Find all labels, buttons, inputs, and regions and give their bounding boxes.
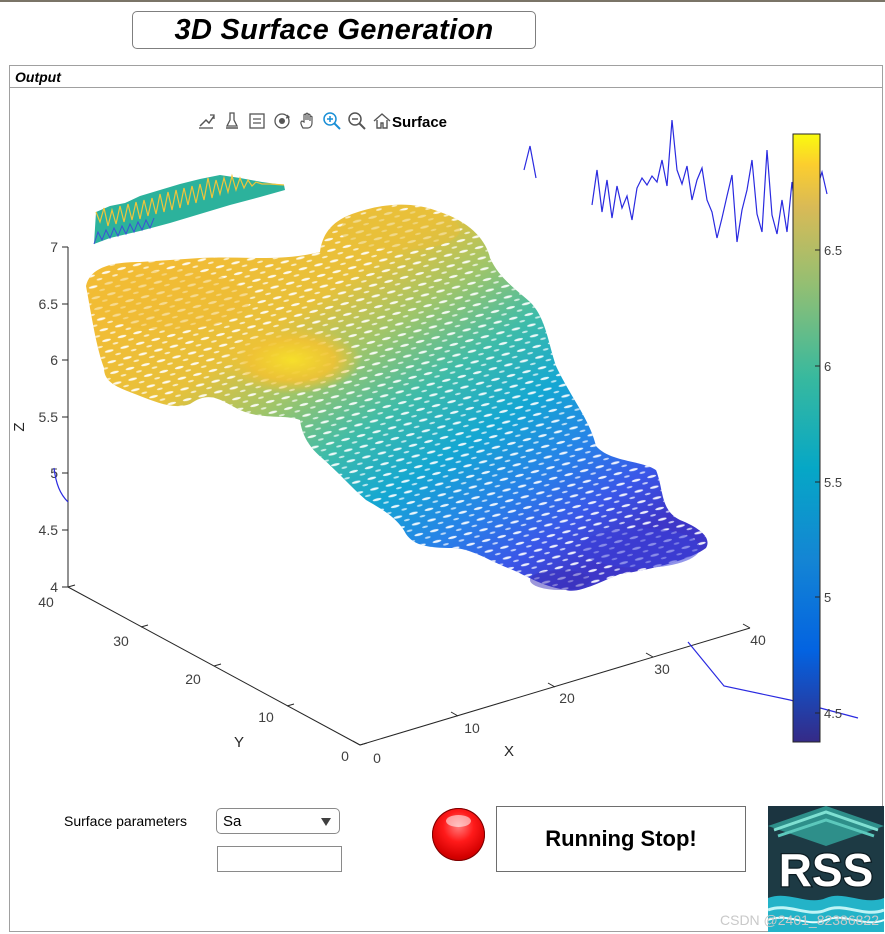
axes-toolbar	[196, 108, 393, 134]
colorbar-tick-label: 6	[824, 359, 831, 374]
y-tick-label: 0	[341, 748, 349, 764]
zoom-in-icon[interactable]	[321, 110, 343, 132]
z-axis-label: Z	[11, 422, 28, 431]
trace-line-left	[53, 467, 69, 503]
trace-line-bottom	[687, 641, 859, 719]
surface-parameters-label: Surface parameters	[64, 813, 187, 829]
colorbar-tick-label: 5	[824, 590, 831, 605]
zoom-out-icon[interactable]	[346, 110, 368, 132]
rss-logo: RSS	[768, 806, 884, 932]
y-axis-label: Y	[234, 734, 244, 751]
datatip-icon[interactable]	[246, 110, 268, 132]
colorbar-tick-label: 6.5	[824, 243, 842, 258]
watermark: CSDN @2401_82386822	[720, 912, 879, 928]
status-lamp	[432, 808, 485, 861]
x-tick-label: 0	[373, 750, 381, 766]
parameter-value-field[interactable]	[217, 846, 342, 872]
z-tick-label: 4	[50, 579, 58, 595]
z-tick-label: 5.5	[39, 409, 59, 425]
x-axis-label: X	[504, 743, 514, 760]
x-tick-label: 10	[464, 720, 480, 736]
colorbar-tick-label: 5.5	[824, 475, 842, 490]
x-ticks	[352, 623, 751, 746]
brush-icon[interactable]	[221, 110, 243, 132]
trace-line-top	[523, 145, 537, 179]
y-tick-label: 30	[113, 633, 129, 649]
rotate-icon[interactable]	[271, 110, 293, 132]
export-icon[interactable]	[196, 110, 218, 132]
surface-parameter-dropdown[interactable]: Sa	[216, 808, 340, 834]
y-ticks	[67, 584, 368, 746]
x-tick-label: 30	[654, 661, 670, 677]
home-icon[interactable]	[371, 110, 393, 132]
plot-title: Surface	[392, 114, 448, 131]
z-tick-label: 6.5	[39, 296, 59, 312]
y-tick-label: 40	[38, 594, 54, 610]
running-stop-button[interactable]: Running Stop!	[496, 806, 746, 872]
y-tick-label: 10	[258, 709, 274, 725]
logo-text: RSS	[779, 844, 874, 896]
app-title: 3D Surface Generation	[132, 11, 536, 49]
z-ticks	[62, 246, 68, 588]
trace-line-top-2	[591, 119, 828, 243]
dropdown-selected-value: Sa	[223, 813, 242, 830]
y-tick-label: 20	[185, 671, 201, 687]
z-tick-label: 6	[50, 352, 58, 368]
window-top-border	[0, 0, 885, 2]
x-tick-label: 40	[750, 632, 766, 648]
colorbar-ticks	[815, 249, 820, 714]
chevron-down-icon	[321, 818, 331, 826]
inset-profile	[93, 173, 285, 245]
colorbar-tick-label: 4.5	[824, 706, 842, 721]
output-panel-title: Output	[10, 66, 882, 88]
z-tick-label: 4.5	[39, 522, 59, 538]
x-tick-label: 20	[559, 690, 575, 706]
pan-icon[interactable]	[296, 110, 318, 132]
surface-body	[86, 204, 708, 591]
z-tick-label: 7	[50, 239, 58, 255]
colorbar	[792, 133, 821, 743]
